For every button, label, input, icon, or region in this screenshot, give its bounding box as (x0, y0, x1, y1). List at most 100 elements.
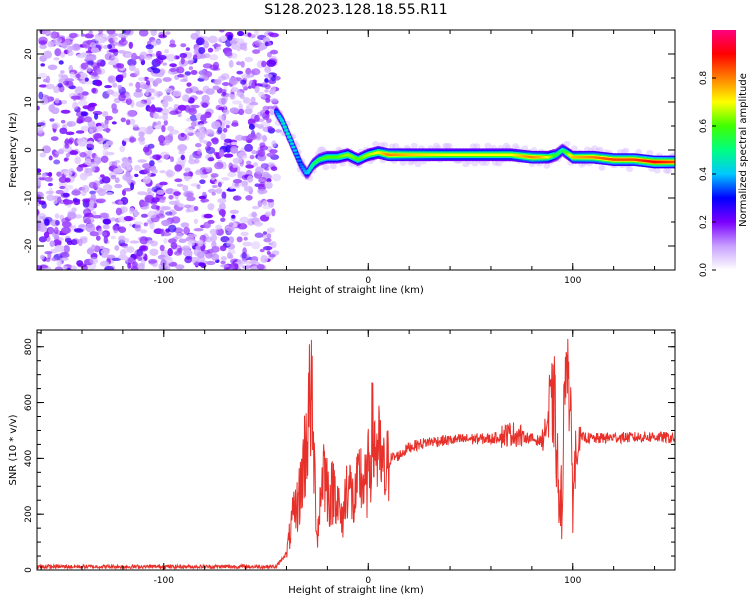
noise-speckle (157, 55, 167, 60)
noise-speckle (99, 260, 110, 267)
noise-speckle (249, 101, 259, 106)
noise-speckle (227, 171, 237, 178)
noise-speckle (167, 125, 175, 132)
noise-speckle (126, 246, 135, 253)
ridge-segment (299, 165, 305, 168)
noise-speckle (243, 185, 253, 192)
noise-speckle (261, 60, 267, 68)
noise-speckle (207, 203, 215, 211)
noise-speckle (117, 84, 123, 90)
noise-speckle (184, 127, 194, 134)
noise-speckle (123, 187, 133, 192)
noise-speckle (168, 68, 177, 72)
noise-speckle (232, 157, 243, 164)
noise-speckle (266, 59, 277, 67)
noise-speckle (152, 67, 161, 74)
noise-speckle (113, 167, 124, 174)
noise-speckle (86, 223, 95, 229)
noise-speckle (176, 183, 184, 187)
ridge-segment (291, 145, 296, 149)
noise-speckle (58, 60, 64, 65)
noise-speckle (75, 130, 85, 134)
noise-speckle (37, 127, 44, 134)
noise-speckle (245, 105, 251, 110)
noise-speckle (115, 207, 122, 216)
ridge-halo (570, 145, 578, 152)
noise-speckle (188, 66, 194, 71)
spectrogram-x-ticks: -100 0 100 (40, 30, 656, 286)
noise-speckle (177, 144, 188, 152)
noise-speckle (165, 211, 173, 216)
noise-speckle (218, 106, 225, 111)
noise-speckle (271, 208, 276, 217)
noise-speckle (153, 90, 159, 97)
noise-speckle (54, 266, 63, 270)
noise-speckle (159, 181, 168, 186)
noise-speckle (197, 148, 202, 155)
noise-speckle (220, 133, 227, 141)
noise-speckle (252, 217, 262, 224)
snr-panel: -100 0 100 0 200 400 600 800 Height of straigh… (8, 329, 676, 596)
noise-speckle (123, 215, 133, 222)
noise-speckle (207, 188, 217, 194)
noise-speckle (177, 247, 183, 253)
noise-speckle (198, 262, 206, 267)
noise-speckle (254, 114, 260, 122)
noise-speckle (183, 172, 191, 177)
noise-speckle (53, 57, 60, 61)
noise-speckle (261, 121, 271, 127)
noise-speckle (261, 82, 269, 86)
noise-speckle (230, 141, 238, 146)
noise-speckle (163, 238, 168, 244)
noise-speckle (106, 254, 116, 259)
noise-speckle (118, 93, 126, 102)
noise-speckle (198, 123, 204, 131)
noise-speckle (156, 189, 165, 195)
noise-speckle (74, 228, 82, 232)
noise-speckle (84, 116, 92, 123)
ridge-halo (484, 142, 492, 149)
snr-x-label: Height of straight line (km) (288, 585, 424, 596)
noise-speckle (167, 248, 173, 257)
noise-speckle (64, 143, 70, 149)
noise-speckle (89, 129, 94, 134)
ridge-segment (302, 169, 308, 172)
noise-speckle (99, 245, 105, 251)
noise-speckle (176, 66, 185, 74)
noise-speckle (128, 82, 133, 87)
noise-speckle (104, 265, 114, 270)
noise-speckle (269, 49, 279, 55)
noise-speckle (82, 105, 92, 110)
ridge-segment (294, 152, 299, 155)
noise-speckle (103, 224, 110, 229)
noise-speckle (241, 252, 247, 259)
noise-speckle (112, 224, 119, 231)
noise-speckle (251, 150, 257, 155)
noise-speckle (98, 30, 104, 34)
noise-speckle (146, 96, 155, 101)
noise-speckle (138, 131, 145, 137)
y-tick-label: 600 (24, 394, 34, 411)
ridge-halo (646, 149, 654, 156)
noise-speckle (80, 62, 89, 70)
noise-speckle (244, 108, 253, 115)
ridge-halo (598, 164, 606, 171)
noise-speckle (78, 238, 83, 247)
noise-speckle (127, 262, 132, 269)
noise-speckle (48, 172, 53, 177)
noise-speckle (231, 122, 239, 127)
noise-speckle (212, 234, 218, 242)
noise-speckle (251, 256, 259, 261)
noise-speckle (65, 131, 75, 136)
noise-speckle (224, 51, 233, 57)
spectrogram-x-label: Height of straight line (km) (288, 285, 424, 296)
noise-speckle (54, 213, 60, 219)
noise-speckle (38, 91, 44, 100)
noise-speckle (217, 75, 227, 81)
noise-speckle (264, 65, 272, 74)
noise-speckle (154, 124, 164, 130)
noise-speckle (63, 158, 68, 162)
noise-speckle (220, 256, 227, 261)
noise-speckle (193, 228, 204, 232)
noise-speckle (165, 31, 171, 35)
